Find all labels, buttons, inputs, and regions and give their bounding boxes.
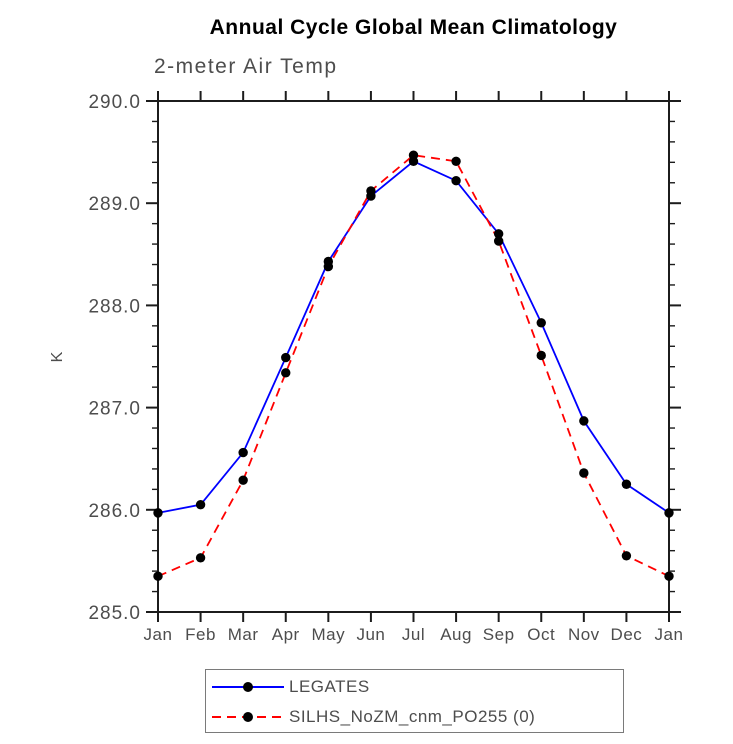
x-tick-label: Jan	[655, 625, 684, 644]
x-tick-label: Jun	[356, 625, 385, 644]
x-tick-label: Feb	[185, 625, 216, 644]
legates-data-point-marker	[451, 176, 461, 186]
silhs-data-point-marker	[451, 156, 461, 166]
legates-data-point-marker	[281, 352, 291, 363]
legates-data-point-marker	[153, 508, 163, 518]
y-tick-label: 288.0	[88, 296, 141, 317]
legend-label-legates: LEGATES	[289, 677, 370, 696]
y-tick-label: 286.0	[88, 501, 141, 522]
legates-data-point-marker	[579, 416, 589, 426]
x-tick-label: Aug	[440, 625, 472, 644]
silhs-data-point-marker	[408, 150, 419, 160]
x-tick-label: Jan	[144, 625, 173, 644]
x-tick-label: Dec	[611, 625, 643, 644]
legend-item-legates: LEGATES	[212, 674, 370, 700]
chart-subtitle: 2-meter Air Temp	[154, 55, 338, 78]
y-tick-label: 289.0	[88, 194, 141, 215]
y-axis-label: K	[49, 351, 66, 363]
legend: LEGATES SILHS_NoZM_cnm_PO255 (0)	[205, 669, 624, 733]
silhs-data-point-marker	[493, 236, 504, 246]
silhs-marker-dot	[243, 712, 253, 722]
x-tick-label: Mar	[228, 625, 259, 644]
y-tick-label: 285.0	[88, 603, 141, 624]
legates-data-point-marker	[621, 479, 632, 489]
chart-title: Annual Cycle Global Mean Climatology	[209, 16, 618, 39]
silhs-line	[157, 154, 670, 578]
x-tick-label: Apr	[272, 625, 300, 644]
x-tick-label: May	[312, 625, 346, 644]
x-tick-label: Jul	[402, 625, 425, 644]
legates-data-point-marker	[195, 499, 206, 510]
silhs-line-sample	[212, 712, 284, 722]
silhs-data-point-marker	[621, 551, 632, 561]
silhs-data-point-marker	[664, 571, 674, 581]
x-tick-label: Sep	[483, 625, 515, 644]
legates-data-point-marker	[493, 229, 504, 239]
x-tick-label: Oct	[527, 625, 555, 644]
x-tick-label: Nov	[568, 625, 600, 644]
legates-data-point-marker	[238, 447, 248, 458]
y-tick-label: 287.0	[88, 399, 141, 420]
legates-data-point-marker	[664, 508, 674, 518]
silhs-data-point-marker	[536, 350, 546, 361]
legates-marker-dot	[243, 682, 253, 692]
legates-line	[157, 160, 670, 514]
legend-item-silhs: SILHS_NoZM_cnm_PO255 (0)	[212, 704, 535, 730]
silhs-data-point-marker	[579, 468, 589, 478]
y-tick-label: 290.0	[88, 92, 141, 113]
silhs-data-point-marker	[195, 553, 206, 563]
silhs-data-point-marker	[281, 368, 291, 378]
legend-label-silhs: SILHS_NoZM_cnm_PO255 (0)	[289, 707, 536, 726]
silhs-data-point-marker	[366, 186, 376, 196]
plot-frame	[157, 100, 670, 613]
legates-line-sample	[212, 682, 284, 692]
silhs-data-point-marker	[153, 571, 163, 581]
silhs-data-point-marker	[323, 261, 334, 272]
legates-data-point-marker	[536, 318, 546, 328]
silhs-data-point-marker	[238, 475, 248, 485]
